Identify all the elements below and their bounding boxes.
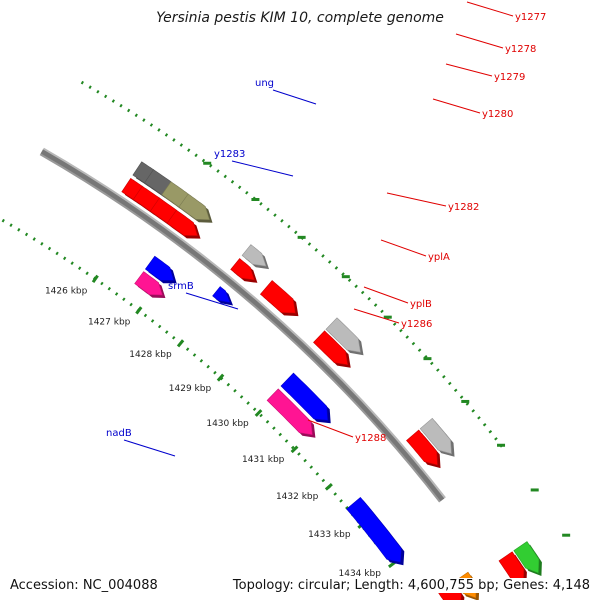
kbp-tick-mark [216, 373, 225, 382]
kbp-tick-label: 1433 kbp [308, 530, 351, 540]
label-leader-y1283 [231, 160, 294, 177]
outer-tick-mark [530, 488, 539, 492]
label-leader-yplB [363, 286, 409, 304]
outer-tick-mark [297, 235, 306, 239]
kbp-tick-label: 1430 kbp [206, 419, 249, 429]
gene-label-y1278: y1278 [505, 44, 536, 55]
label-leader-y1280 [432, 98, 481, 114]
kbp-tick-mark [254, 409, 263, 417]
kbp-tick-label: 1427 kbp [88, 318, 131, 328]
kbp-tick-mark [290, 445, 299, 454]
gene-label-srmB: srmB [168, 281, 194, 292]
gene-arrow-srmB [266, 388, 313, 436]
gene-arrow-y1288 [406, 429, 438, 466]
kbp-tick-mark [324, 483, 333, 491]
label-leader-ung [272, 89, 317, 105]
gene-arrow-y1288 [419, 417, 452, 455]
gene-arrow-unnamed [513, 541, 540, 574]
map-rings [1, 80, 507, 550]
gene-arrow-nadB [346, 496, 402, 563]
gene-label-nadB: nadB [106, 428, 132, 439]
gene-label-y1288: y1288 [355, 433, 386, 444]
outer-tick-mark [423, 357, 432, 361]
gene-label-y1283: y1283 [214, 149, 245, 160]
gene-label-y1279: y1279 [494, 72, 525, 83]
gene-arrow-ung [144, 255, 174, 281]
outer-tick-mark [461, 399, 470, 403]
outer-tick-mark [562, 533, 571, 537]
label-leader-y1282 [386, 192, 447, 207]
kbp-tick-label: 1431 kbp [242, 455, 285, 465]
kbp-tick-label: 1434 kbp [339, 569, 382, 579]
outer-tick-mark [341, 275, 350, 279]
inner-dotted-ring [1, 218, 382, 550]
kbp-tick-mark [135, 306, 143, 315]
backbone-shadow [39, 153, 441, 503]
map-title: Yersinia pestis KIM 10, complete genome [0, 10, 600, 26]
kbp-ticks: 1426 kbp 1427 kbp 1428 kbp 1429 kbp 1430 kbp… [45, 161, 571, 579]
kbp-tick-label: 1426 kbp [45, 286, 88, 296]
map-title-text: Yersinia pestis KIM 10, complete genome [152, 10, 448, 26]
kbp-tick-mark [91, 274, 99, 284]
gene-label-yplB: yplB [410, 299, 432, 310]
gene-label-y1286: y1286 [401, 319, 432, 330]
feature-labels: ung y1283 srmB nadB y1277 y1278 y1279 y1280 y128… [106, 1, 546, 457]
label-leader-nadB [123, 439, 176, 457]
gene-arrow-yplB [325, 317, 361, 353]
outer-tick-mark [251, 198, 260, 202]
gene-arrow-y1280 [166, 209, 198, 236]
backbone-highlight [42, 147, 446, 500]
gene-arrow-srmB [280, 372, 329, 421]
gene-label-ung: ung [255, 78, 274, 89]
outer-tick-mark [203, 161, 212, 165]
label-leader-y1279 [445, 63, 493, 77]
kbp-tick-label: 1432 kbp [276, 492, 319, 502]
backbone-ring [40, 149, 445, 502]
gene-arrow-yplB [313, 330, 349, 366]
kbp-tick-label: 1428 kbp [129, 350, 172, 360]
kbp-tick-label: 1429 kbp [169, 384, 212, 394]
gene-arrow-y1283 [212, 286, 231, 303]
outer-tick-mark [383, 315, 392, 319]
gene-arrow-ung [134, 271, 163, 296]
kbp-tick-mark [176, 339, 185, 348]
label-leader-yplA [380, 239, 427, 257]
label-leader-y1278 [455, 33, 504, 49]
label-leader-srmB [185, 292, 239, 310]
accession-text: Accession: NC_004088 [8, 578, 160, 593]
gene-arrow-y1280 [178, 193, 210, 221]
outer-dotted-ring [80, 80, 507, 452]
gene-arrow-y1282 [241, 244, 267, 267]
gene-label-y1277: y1277 [515, 12, 546, 23]
gene-label-yplA: yplA [428, 252, 450, 263]
gene-label-y1280: y1280 [482, 109, 513, 120]
label-leader-y1286 [353, 308, 400, 324]
label-leader-y1288 [307, 419, 354, 438]
label-leader-y1277 [466, 1, 514, 17]
gene-label-y1282: y1282 [448, 202, 479, 213]
genome-summary-text: Topology: circular; Length: 4,600,755 bp… [230, 578, 592, 593]
feature-arrows [121, 161, 542, 600]
outer-tick-mark [497, 443, 506, 447]
gene-arrow-yplA [259, 280, 296, 314]
gene-arrow-y1282 [230, 258, 255, 281]
